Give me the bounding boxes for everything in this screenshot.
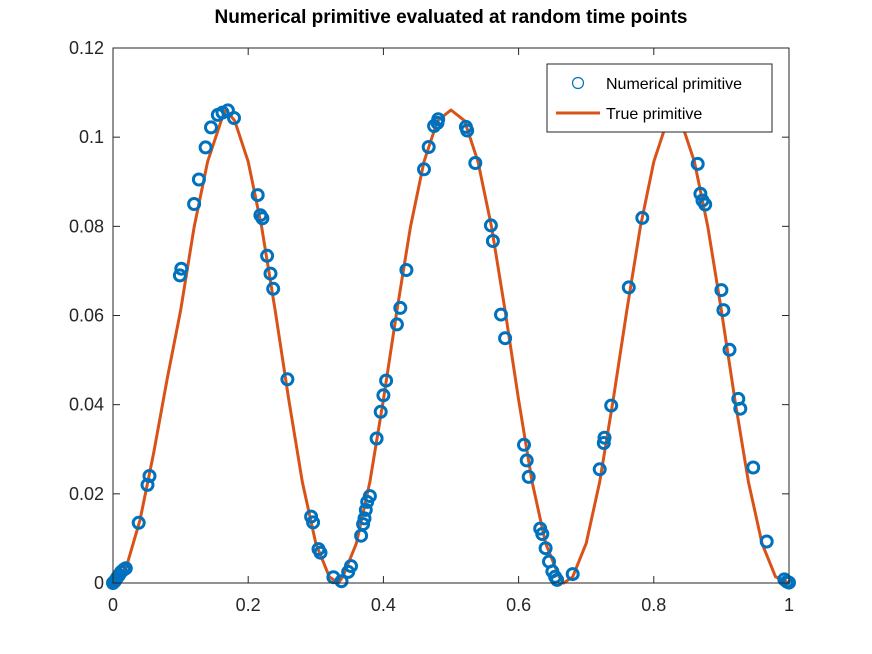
data-point [485,234,500,248]
data-point [266,281,281,296]
data-point [250,188,265,203]
data-point [260,248,275,263]
data-point [280,372,295,387]
data-point [187,197,202,211]
data-point [714,283,729,298]
data-point [358,502,373,517]
data-point [313,545,328,560]
data-point [460,123,475,138]
y-tick-label: 0.02 [69,484,104,504]
axes-layer: 0 0.2 0.4 0.6 0.8 1 0 0.02 0.04 0.06 0.08 0.1 0.12 [69,38,794,615]
data-point [517,437,531,452]
data-point [733,401,748,416]
y-tick-label: 0.1 [79,127,104,147]
data-point [389,317,404,332]
data-point [356,517,371,532]
chart-title: Numerical primitive evaluated at random … [214,7,687,28]
data-point [430,115,445,130]
data-point [344,559,358,574]
data-point [521,469,536,484]
data-point [198,140,213,155]
plot-background [113,48,789,583]
data-point [399,263,414,277]
y-tick-label: 0.06 [69,306,104,326]
data-point [635,210,650,225]
data-point [604,398,619,413]
data-point [722,342,737,357]
data-point [592,462,607,477]
data-point [373,404,388,419]
data-point [596,436,611,450]
x-tick-label: 0.8 [641,595,666,615]
data-point [118,561,133,576]
data-point [483,218,498,233]
data-point [759,534,774,549]
data-point [498,331,513,346]
x-tick-label: 0.4 [371,595,396,615]
data-point [597,430,612,445]
data-point [621,280,636,295]
data-point [393,300,408,315]
data-point [698,197,713,212]
x-tick-label: 0 [108,595,118,615]
data-point [690,156,705,171]
data-point [417,162,431,177]
y-tick-label: 0.12 [69,38,104,58]
data-point [421,140,436,154]
x-tick-label: 0.6 [506,595,531,615]
legend: Numerical primitive True primitive [546,63,773,133]
data-point [565,567,580,582]
legend-box [546,63,773,133]
legend-label: Numerical primitive [606,76,742,93]
data-point [227,111,241,125]
data-point [357,511,372,526]
data-point [362,489,377,504]
data-point [334,574,349,589]
data-point [263,266,278,281]
data-point [538,541,553,556]
x-tick-label: 1 [784,595,794,615]
data-point [174,261,189,276]
y-tick-label: 0.04 [69,395,104,415]
data-point [140,477,155,492]
data-point [746,460,761,475]
legend-label: True primitive [606,106,702,123]
data-point [172,268,187,283]
series-marker-layer [106,103,796,590]
data-point [468,156,483,170]
data-point [716,303,731,318]
data-point [550,572,565,587]
plot-area [113,48,789,583]
data-point [369,431,384,446]
data-point [191,172,206,187]
data-point [494,307,508,322]
data-point [142,469,157,483]
data-point [379,373,394,388]
data-point [306,515,321,530]
y-tick-label: 0.08 [69,216,104,236]
x-tick-label: 0.2 [236,595,261,615]
data-point [131,515,146,530]
data-point [535,527,550,541]
y-tick-label: 0 [94,573,104,593]
data-point [255,211,270,226]
data-point [204,120,218,135]
data-point [519,453,534,468]
legend-marker-numerical-primitive [571,76,585,90]
data-point [693,186,708,201]
data-point [376,388,391,403]
